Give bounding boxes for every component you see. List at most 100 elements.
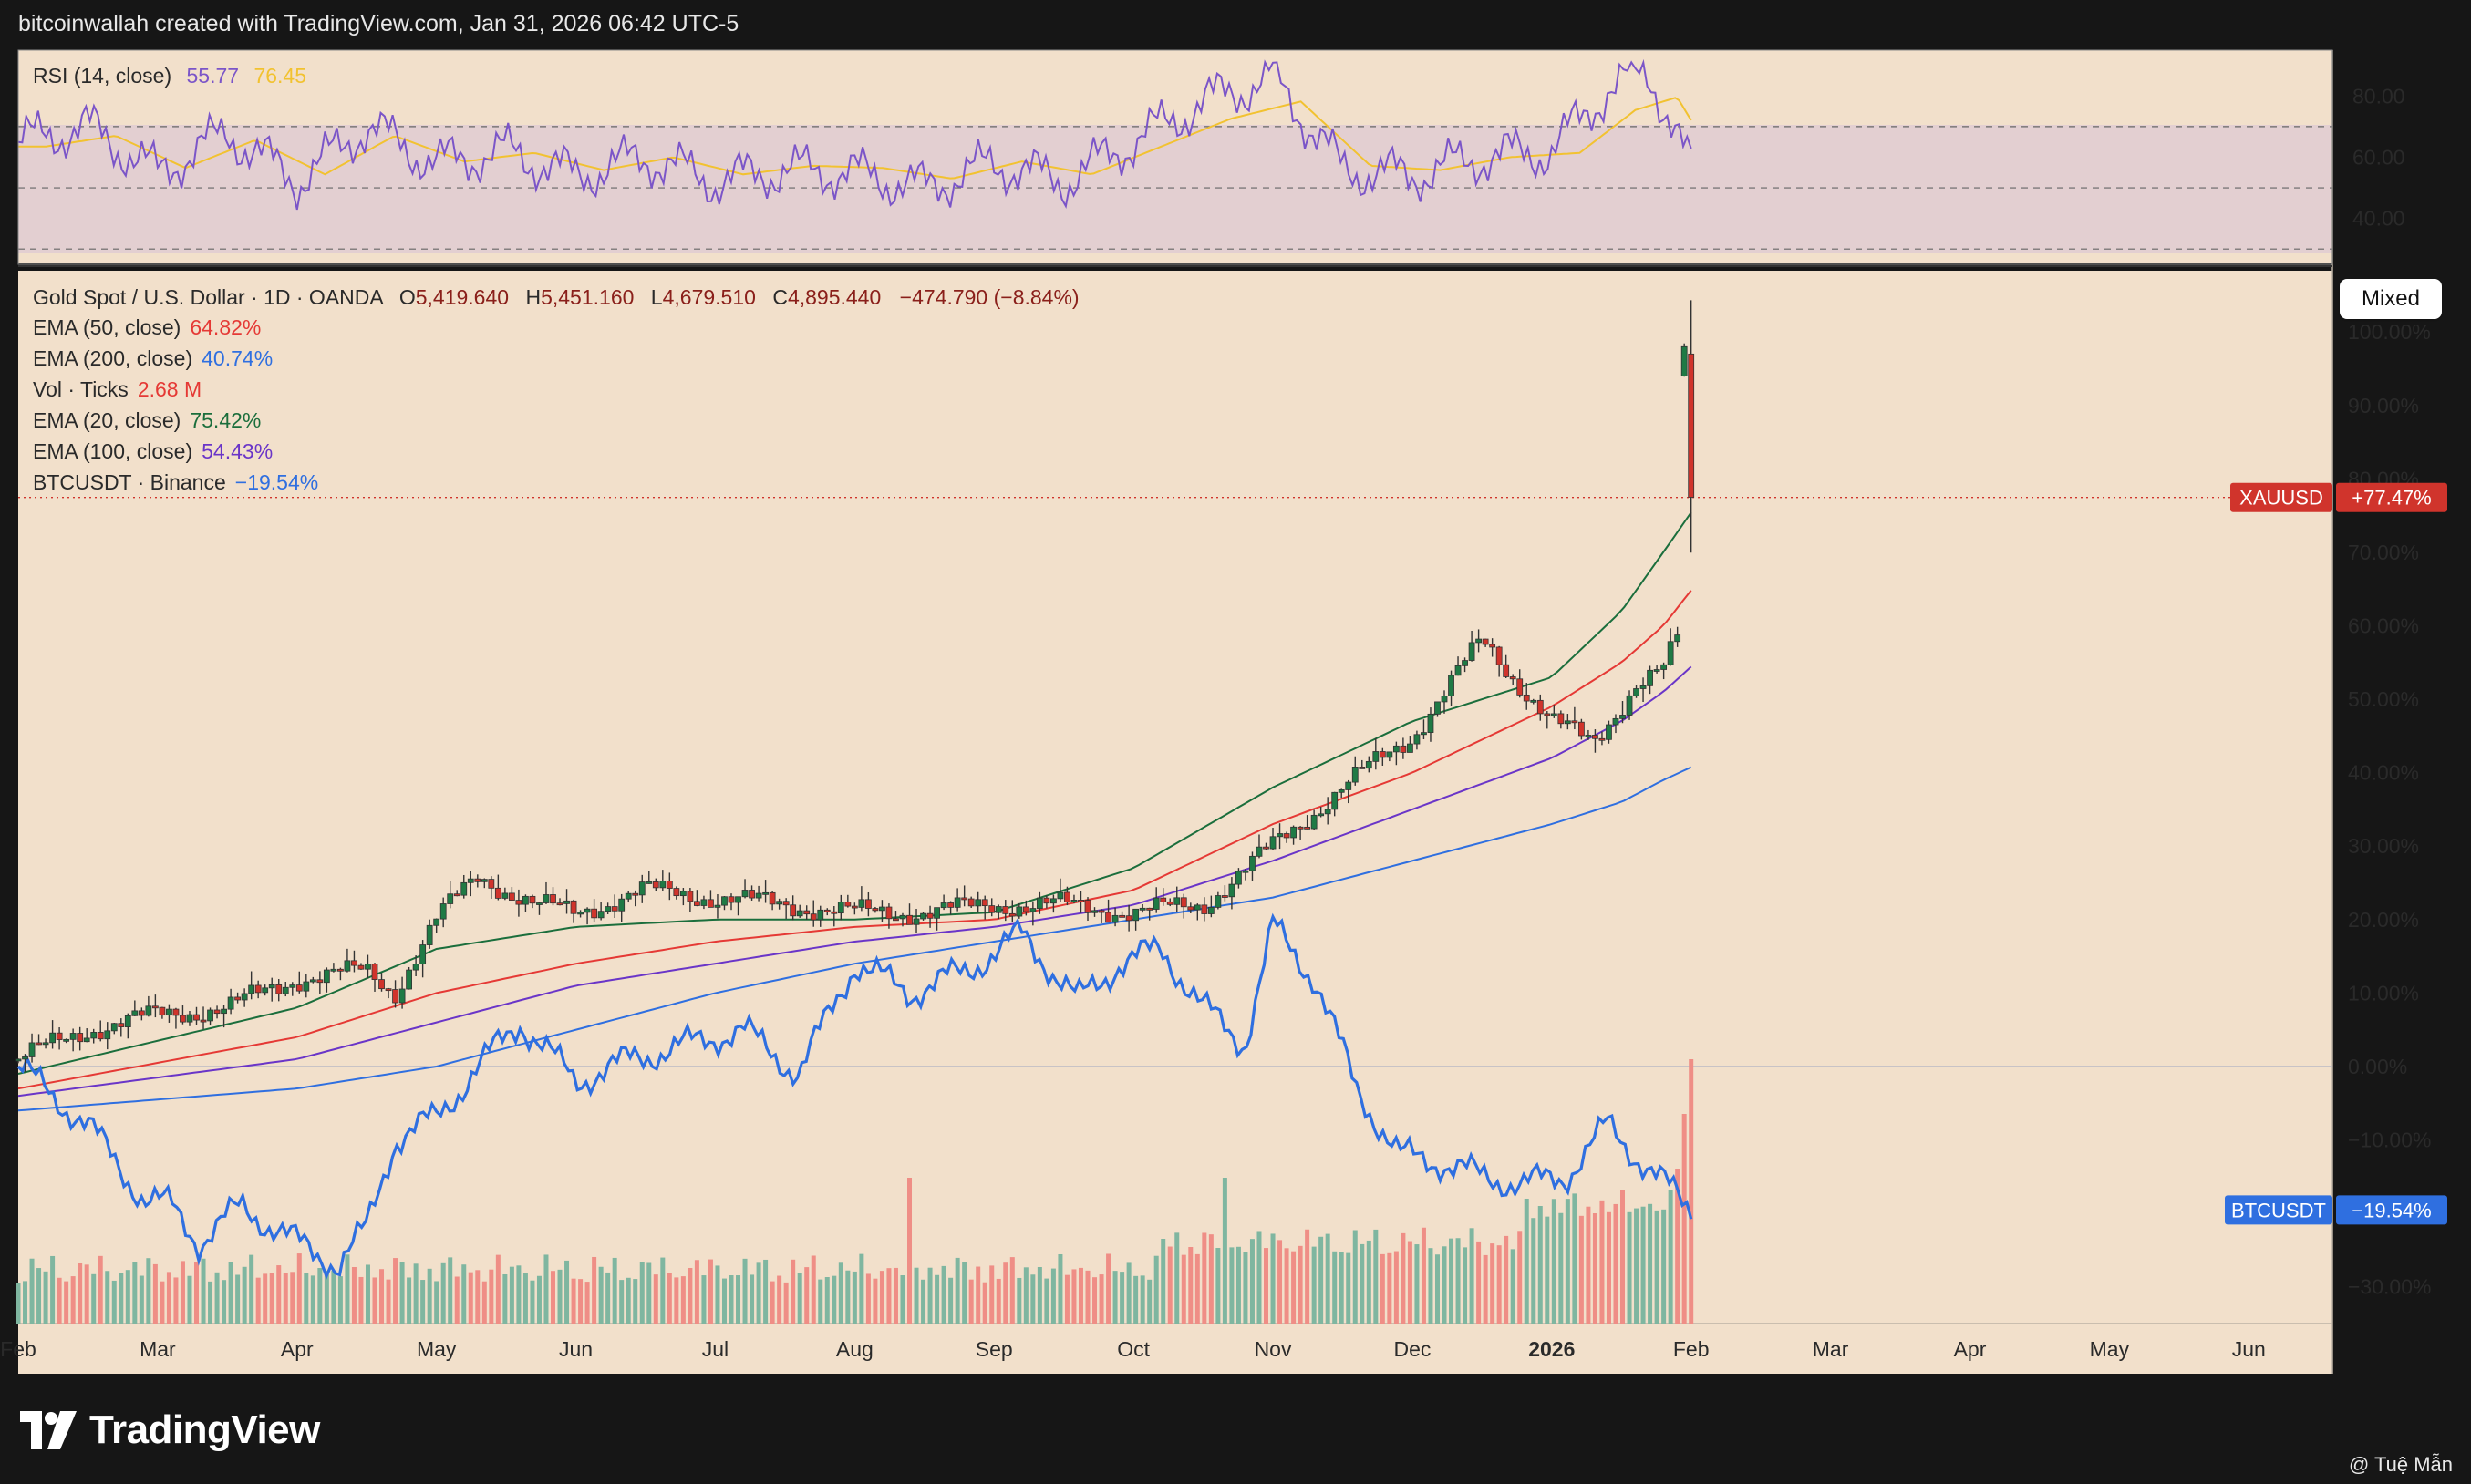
- volume-bar: [146, 1258, 151, 1324]
- volume-bar: [1050, 1268, 1056, 1324]
- indicator-label: EMA (100, close): [33, 439, 193, 463]
- candle-body: [371, 964, 378, 981]
- candle-body: [529, 895, 536, 904]
- candle-body: [1523, 694, 1530, 702]
- candle-body: [652, 881, 659, 889]
- volume-bar: [1434, 1254, 1440, 1324]
- candle-body: [611, 906, 618, 912]
- xauusd-price-tag-symbol-bg: [2230, 482, 2332, 512]
- volume-bar: [152, 1263, 158, 1324]
- volume-bar: [1606, 1211, 1611, 1324]
- volume-bar: [495, 1254, 501, 1324]
- candle-body: [200, 1019, 207, 1023]
- candle-body: [721, 896, 728, 906]
- volume-bar: [818, 1279, 823, 1324]
- indicator-legend-row: Vol · Ticks 2.68 M: [33, 377, 202, 402]
- candle-body: [817, 909, 824, 921]
- tradingview-logo-icon: [20, 1411, 77, 1449]
- volume-bar: [180, 1261, 185, 1324]
- candle-body: [961, 897, 968, 901]
- volume-bar: [982, 1282, 987, 1324]
- volume-bar: [365, 1264, 370, 1324]
- volume-bar: [214, 1272, 220, 1324]
- volume-bar: [1634, 1208, 1639, 1324]
- volume-bar: [1661, 1209, 1667, 1324]
- volume-bar: [1112, 1271, 1118, 1324]
- candle-body: [104, 1030, 111, 1040]
- candle-body: [1468, 642, 1475, 661]
- volume-bar: [57, 1277, 62, 1324]
- candle-body: [1653, 669, 1660, 672]
- volume-bar: [393, 1258, 398, 1324]
- candle-body: [1070, 900, 1078, 902]
- candle-body: [728, 896, 735, 903]
- volume-bar: [1476, 1241, 1482, 1324]
- volume-bar: [1421, 1227, 1426, 1324]
- volume-bar: [351, 1266, 357, 1324]
- volume-bar: [242, 1266, 247, 1324]
- candle-body: [186, 1014, 193, 1023]
- volume-bar: [454, 1276, 460, 1324]
- volume-bar: [1181, 1254, 1186, 1324]
- indicator-legend-row: EMA (200, close) 40.74%: [33, 346, 273, 371]
- volume-bar: [1085, 1270, 1091, 1324]
- x-tick-label: Apr: [281, 1337, 314, 1361]
- y-tick-label: −10.00%: [2348, 1128, 2431, 1152]
- volume-bar: [1668, 1190, 1673, 1324]
- volume-bar: [173, 1277, 179, 1324]
- candle-body: [166, 1008, 172, 1016]
- volume-bar: [1442, 1246, 1447, 1324]
- volume-bar: [235, 1274, 241, 1324]
- candle-body: [1256, 846, 1263, 857]
- volume-bar: [742, 1258, 748, 1324]
- volume-bar: [674, 1277, 679, 1324]
- rsi-line: [17, 58, 1692, 211]
- volume-bar: [551, 1271, 556, 1324]
- main-pane: [18, 271, 2332, 1374]
- candle-body: [708, 899, 714, 908]
- candle-body: [1434, 701, 1441, 715]
- candle-body: [433, 918, 440, 926]
- candle-body: [1660, 664, 1668, 670]
- candle-body: [1304, 826, 1311, 830]
- x-tick-label: Jun: [559, 1337, 593, 1361]
- candle-body: [1639, 685, 1647, 689]
- candle-body: [536, 902, 543, 905]
- ohlc-change: −474.790 (−8.84%): [899, 285, 1080, 309]
- volume-bar: [1120, 1272, 1125, 1324]
- volume-bar: [249, 1254, 254, 1324]
- candle-body: [303, 981, 310, 992]
- volume-bar: [1572, 1193, 1577, 1324]
- volume-bar: [1346, 1252, 1351, 1324]
- volume-bar: [1675, 1169, 1680, 1324]
- volume-bar: [1592, 1213, 1597, 1324]
- volume-bar: [1037, 1266, 1042, 1324]
- volume-bar: [440, 1262, 446, 1324]
- candle-body: [947, 902, 955, 908]
- volume-bar: [639, 1262, 645, 1324]
- candle-body: [1064, 891, 1070, 902]
- volume-bar: [201, 1258, 206, 1324]
- mixed-scale-button[interactable]: Mixed: [2340, 279, 2442, 319]
- volume-bar: [283, 1273, 288, 1324]
- volume-bar: [1517, 1231, 1523, 1324]
- volume-bar: [900, 1275, 905, 1324]
- candle-body: [1132, 908, 1140, 922]
- candle-body: [638, 881, 646, 896]
- volume-bar: [1291, 1251, 1297, 1324]
- xauusd-price-tag: XAUUSD +77.47%: [2230, 482, 2447, 512]
- candle-body: [1125, 915, 1132, 922]
- volume-bar: [968, 1279, 974, 1324]
- y-tick-label: 30.00%: [2348, 834, 2419, 858]
- candle-body: [1263, 846, 1269, 850]
- candle-body: [1462, 660, 1468, 666]
- candle-body: [926, 912, 934, 919]
- volume-bar: [1393, 1251, 1399, 1324]
- candle-body: [36, 1042, 42, 1046]
- candle-body: [632, 892, 639, 896]
- volume-bar: [578, 1279, 584, 1324]
- candle-body: [893, 918, 899, 922]
- candle-body: [1318, 813, 1325, 817]
- volume-bar: [914, 1267, 919, 1324]
